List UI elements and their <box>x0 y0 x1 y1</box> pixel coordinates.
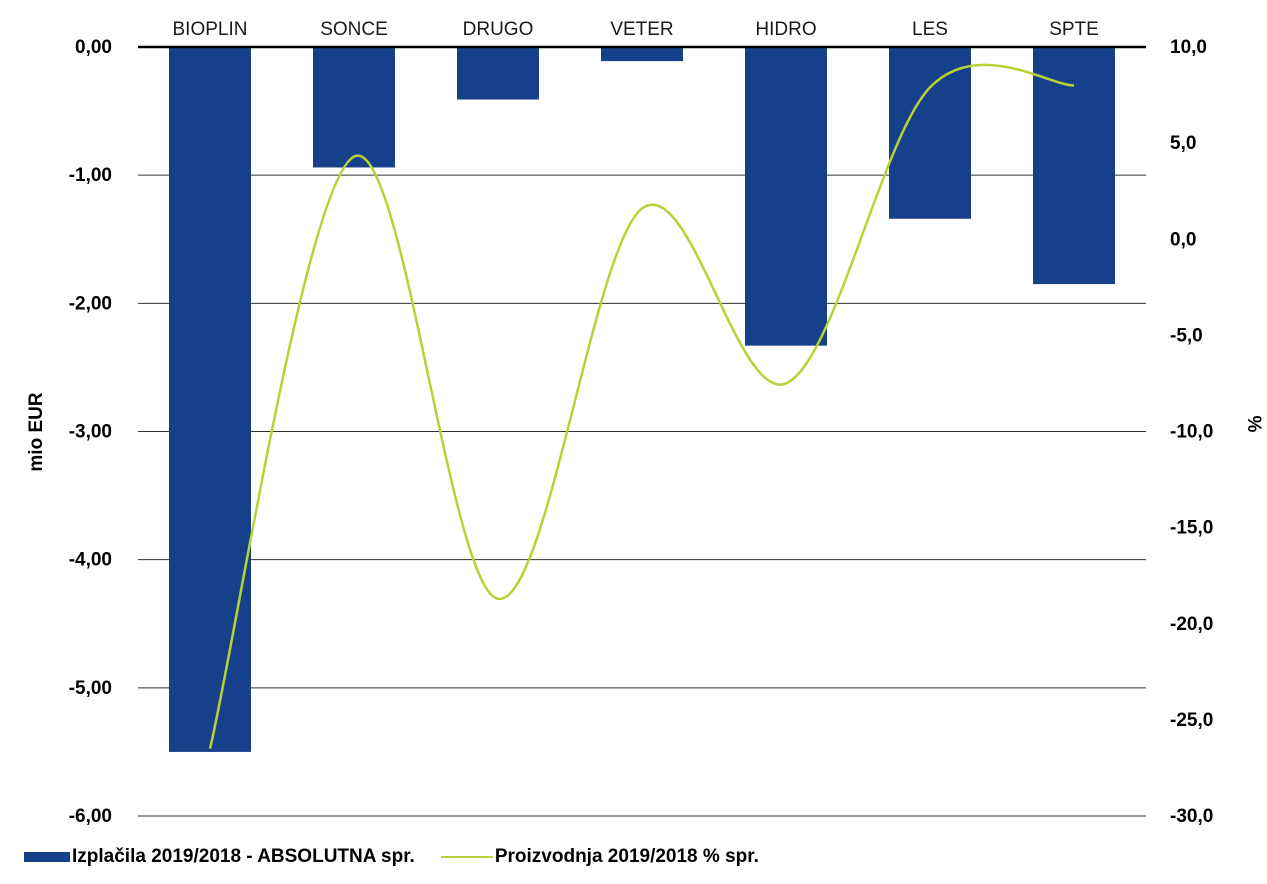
bar-bioplin <box>169 47 251 752</box>
category-label: SPTE <box>1049 19 1099 40</box>
legend-item-izplacila: Izplačila 2019/2018 - ABSOLUTNA spr. <box>24 846 415 868</box>
category-label: BIOPLIN <box>173 19 248 40</box>
legend: Izplačila 2019/2018 - ABSOLUTNA spr. Pro… <box>24 842 785 872</box>
category-label: LES <box>912 19 948 40</box>
category-labels: BIOPLIN SONCE DRUGO VETER HIDRO LES SPTE <box>173 19 1099 40</box>
left-tick-label: 0,00 <box>75 37 112 58</box>
category-label: HIDRO <box>755 19 816 40</box>
left-axis-title: mio EUR <box>26 392 47 471</box>
legend-swatch-bar <box>24 852 70 862</box>
left-axis-ticks: 0,00 -1,00 -2,00 -3,00 -4,00 -5,00 -6,00 <box>69 37 112 827</box>
left-tick-label: -2,00 <box>69 293 112 314</box>
legend-label-izplacila: Izplačila 2019/2018 - ABSOLUTNA spr. <box>72 846 415 867</box>
right-tick-label: 10,0 <box>1170 37 1207 58</box>
legend-item-proizvodnja: Proizvodnja 2019/2018 % spr. <box>440 846 759 868</box>
category-label: DRUGO <box>463 19 534 40</box>
left-tick-label: -4,00 <box>69 550 112 571</box>
bar-sonce <box>313 47 395 168</box>
left-tick-label: -1,00 <box>69 165 112 186</box>
right-tick-label: -30,0 <box>1170 806 1213 827</box>
right-tick-label: -10,0 <box>1170 422 1213 443</box>
right-tick-label: 5,0 <box>1170 133 1196 154</box>
right-tick-label: -15,0 <box>1170 518 1213 539</box>
right-tick-label: 0,0 <box>1170 229 1196 250</box>
legend-swatch-line <box>440 856 493 858</box>
right-tick-label: -25,0 <box>1170 710 1213 731</box>
legend-label-proizvodnja: Proizvodnja 2019/2018 % spr. <box>494 846 759 867</box>
category-label: VETER <box>610 19 673 40</box>
left-tick-label: -3,00 <box>69 422 112 443</box>
bar-veter <box>601 47 683 62</box>
left-tick-label: -6,00 <box>69 806 112 827</box>
right-tick-label: -20,0 <box>1170 614 1213 635</box>
bar-drugo <box>457 47 539 100</box>
gridlines <box>138 174 1146 817</box>
right-axis-ticks: 10,0 5,0 0,0 -5,0 -10,0 -15,0 -20,0 -25,0 -30,0 <box>1170 37 1213 827</box>
right-tick-label: -5,0 <box>1170 325 1203 346</box>
bar-series <box>169 47 1115 752</box>
category-label: SONCE <box>320 19 388 40</box>
right-axis-title: % <box>1243 416 1264 433</box>
line-series-proizvodnja <box>208 63 1075 750</box>
bar-hidro <box>745 47 827 346</box>
left-tick-label: -5,00 <box>69 678 112 699</box>
bar-spte <box>1033 47 1115 285</box>
